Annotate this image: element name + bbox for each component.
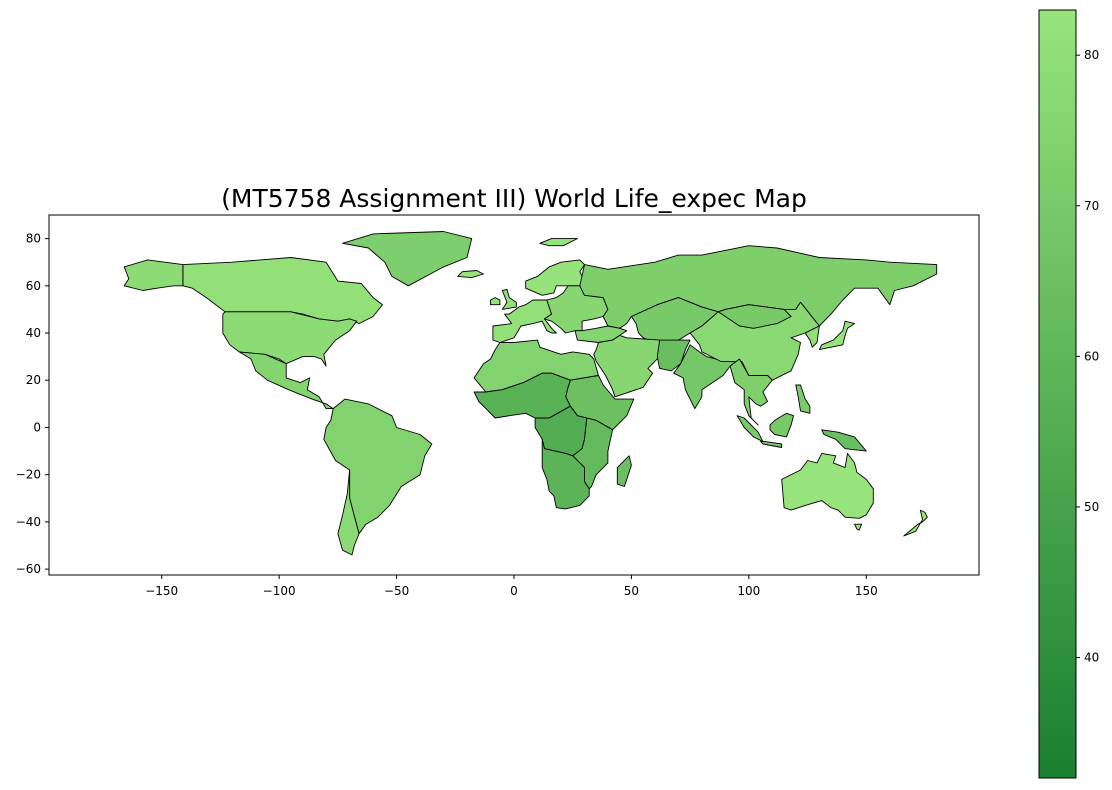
map-region	[337, 469, 360, 556]
colorbar-gradient	[1038, 9, 1077, 779]
colorbar-tick-label: 70	[1084, 199, 1099, 213]
map-region	[473, 372, 571, 419]
x-tick-label: 150	[855, 584, 878, 598]
country-regions	[123, 231, 938, 556]
map-region	[501, 288, 517, 310]
map-region	[490, 297, 501, 306]
map-region	[342, 231, 473, 287]
map-region	[804, 325, 820, 348]
map-region	[673, 344, 740, 410]
map-region	[616, 455, 632, 487]
map-region	[123, 259, 184, 291]
colorbar-tick-label: 60	[1084, 349, 1099, 363]
y-tick-label: −60	[16, 562, 41, 576]
x-tick-label: −100	[263, 584, 296, 598]
map-region	[579, 245, 938, 329]
map-region	[593, 334, 661, 398]
x-tick-label: −50	[384, 584, 409, 598]
map-region	[656, 339, 691, 372]
y-tick-label: 20	[26, 373, 41, 387]
colorbar-tick-label: 80	[1084, 48, 1099, 62]
map-region	[769, 412, 794, 438]
map-axes: −150 −100 −50 0 50 100 150 −60 −40 −20 0 20 40 60 80	[16, 214, 980, 598]
map-region	[572, 417, 614, 490]
chart-title: (MT5758 Assignment III) World Life_expec…	[221, 184, 807, 213]
y-tick-label: −40	[16, 515, 41, 529]
map-region	[544, 285, 609, 334]
map-region	[818, 320, 855, 351]
y-tick-label: 60	[26, 279, 41, 293]
y-axis-ticks: −60 −40 −20 0 20 40 60 80	[16, 232, 49, 576]
map-region	[539, 238, 578, 247]
x-tick-label: 100	[737, 584, 760, 598]
x-tick-label: 0	[510, 584, 518, 598]
map-region	[238, 351, 334, 410]
colorbar: 40 50 60 70 80	[1038, 9, 1099, 779]
y-tick-label: 0	[33, 420, 41, 434]
x-tick-label: −150	[145, 584, 178, 598]
map-region	[457, 270, 484, 279]
map-region	[781, 452, 874, 519]
map-region	[903, 509, 928, 537]
map-region	[574, 325, 628, 343]
map-region	[821, 429, 867, 452]
y-tick-label: −20	[16, 468, 41, 482]
x-axis-ticks: −150 −100 −50 0 50 100 150	[145, 575, 878, 598]
x-tick-label: 50	[624, 584, 639, 598]
colorbar-ticks: 40 50 60 70 80	[1076, 48, 1099, 665]
y-tick-label: 80	[26, 232, 41, 246]
map-region	[795, 384, 811, 414]
map-region	[525, 259, 585, 296]
map-region	[854, 523, 863, 531]
map-region	[541, 438, 590, 510]
colorbar-tick-label: 40	[1084, 651, 1099, 665]
colorbar-tick-label: 50	[1084, 500, 1099, 514]
map-region	[729, 358, 773, 426]
map-region	[760, 441, 783, 448]
y-tick-label: 40	[26, 326, 41, 340]
map-region	[717, 304, 792, 329]
map-region	[323, 398, 433, 535]
